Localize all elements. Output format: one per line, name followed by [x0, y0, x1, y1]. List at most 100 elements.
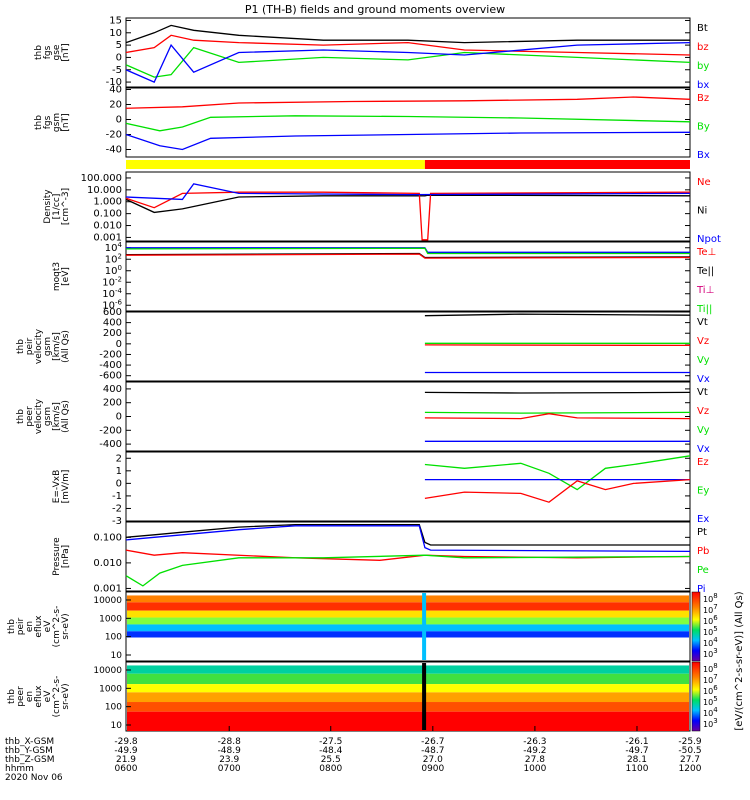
legend-label: Vt	[697, 317, 708, 328]
spectrogram-band	[127, 673, 689, 685]
y-tick-label: 200	[103, 328, 122, 339]
y-tick-label: 400	[103, 318, 122, 329]
y-tick-label: 0.010	[93, 558, 122, 569]
legend-label: Vx	[697, 374, 710, 385]
x-tick-label: 1000	[523, 764, 546, 774]
x-tick-label: 25.5	[321, 755, 341, 765]
x-tick-label: -28.8	[218, 737, 242, 747]
y-tick-label: 1.000	[93, 197, 122, 208]
series-line-black	[424, 391, 691, 394]
colorbar-tick-label: 103	[703, 647, 718, 659]
y-tick-label: 10	[111, 721, 123, 731]
legend-label: Ti⊥	[696, 285, 714, 296]
y-tick-label: 200	[103, 398, 122, 409]
mode-bar-segment	[126, 160, 425, 169]
y-axis-label: peer	[16, 686, 26, 707]
y-tick-label: 100.000	[81, 173, 122, 184]
y-axis-label: thb	[34, 115, 44, 130]
series-line-green	[125, 554, 691, 587]
y-axis-label: fgs	[43, 115, 53, 129]
series-line-green	[125, 46, 691, 78]
legend-label: Vy	[697, 355, 710, 366]
y-tick-label: 1000	[99, 614, 122, 624]
y-axis-label: eV	[43, 690, 53, 703]
series-line-black	[125, 24, 690, 44]
panel-frame	[125, 591, 691, 662]
y-tick-label: 20	[109, 100, 122, 111]
y-tick-label: 0.100	[93, 209, 122, 220]
y-axis-label: eflux	[34, 615, 44, 638]
y-tick-label: 0	[116, 339, 122, 350]
series-line-blue	[125, 41, 691, 83]
series-line-black	[125, 194, 691, 214]
y-axis-label: [nT]	[61, 43, 71, 61]
y-tick-label: 0	[116, 115, 122, 126]
y-tick-label: 102	[105, 252, 122, 265]
y-tick-label: 10.000	[87, 185, 122, 196]
legend-label: Ni	[697, 206, 707, 217]
y-tick-label: -600	[99, 371, 122, 382]
legend-label: Vz	[697, 336, 709, 347]
panel-frame	[125, 87, 691, 158]
legend-label: Bx	[697, 150, 710, 161]
y-tick-label: 400	[103, 384, 122, 395]
y-axis-label: thb	[16, 339, 26, 354]
y-axis-label: gse	[52, 44, 62, 60]
y-tick-label: -200	[99, 349, 122, 360]
colorbar-tick-label: 104	[703, 706, 718, 718]
y-tick-label: -200	[99, 425, 122, 436]
colorbar-tick-label: 108	[703, 592, 718, 604]
legend-label: Pi	[697, 584, 706, 595]
x-tick-label: 27.8	[525, 755, 545, 765]
series-line-black	[125, 523, 690, 546]
y-tick-label: -1	[112, 491, 122, 502]
x-tick-label: -48.7	[421, 746, 444, 756]
x-tick-label: -27.5	[319, 737, 342, 747]
legend-label: Vx	[697, 444, 710, 455]
y-axis-label: sr-eV)	[61, 613, 71, 639]
legend-label: Pb	[697, 546, 709, 557]
legend-label: Ey	[697, 486, 709, 497]
y-tick-label: 10	[111, 651, 123, 661]
x-tick-label: 27.0	[423, 755, 443, 765]
y-tick-label: 100	[105, 703, 122, 713]
y-axis-label: moqt3	[52, 262, 62, 291]
x-tick-label: 27.7	[680, 755, 700, 765]
y-tick-label: 10-6	[102, 298, 122, 311]
y-tick-label: 1000	[99, 684, 122, 694]
x-tick-label: -49.9	[114, 746, 138, 756]
x-tick-label: 1200	[679, 764, 702, 774]
x-tick-label: 0700	[218, 764, 241, 774]
spectrogram-band	[127, 617, 689, 625]
legend-label: Ez	[697, 457, 709, 468]
series-line-blue	[125, 131, 691, 151]
y-axis-label: E=-VxB	[52, 470, 62, 504]
colorbar-tick-label: 105	[703, 695, 718, 707]
spectrogram-band	[127, 624, 689, 632]
panel-frame	[125, 451, 691, 522]
colorbar-tick-label: 106	[703, 614, 718, 626]
y-tick-label: -400	[99, 439, 122, 450]
spectrogram-band	[127, 684, 689, 693]
y-axis-label: velocity	[34, 398, 44, 434]
y-axis-label: (All Qs)	[61, 330, 71, 363]
y-axis-label: peer	[25, 406, 35, 427]
y-tick-label: 15	[109, 15, 122, 26]
y-tick-label: -400	[99, 360, 122, 371]
x-tick-label: -26.1	[625, 737, 648, 747]
y-axis-label: Pressure	[52, 537, 62, 576]
y-tick-label: 10-4	[102, 287, 122, 300]
x-tick-label: 0600	[115, 764, 138, 774]
y-axis-label: eflux	[34, 685, 44, 708]
y-axis-label: (All Qs)	[61, 400, 71, 433]
spectrogram-band	[127, 692, 689, 703]
colorbar-tick-label: 107	[703, 603, 718, 615]
spectrogram-band	[127, 711, 689, 731]
y-tick-label: -10	[106, 77, 122, 88]
mode-bar-segment	[424, 160, 690, 169]
series-line-green	[125, 247, 690, 255]
colorbar-tick-label: 104	[703, 636, 718, 648]
y-axis-label: Density	[43, 189, 53, 224]
x-tick-label: 0800	[319, 764, 342, 774]
